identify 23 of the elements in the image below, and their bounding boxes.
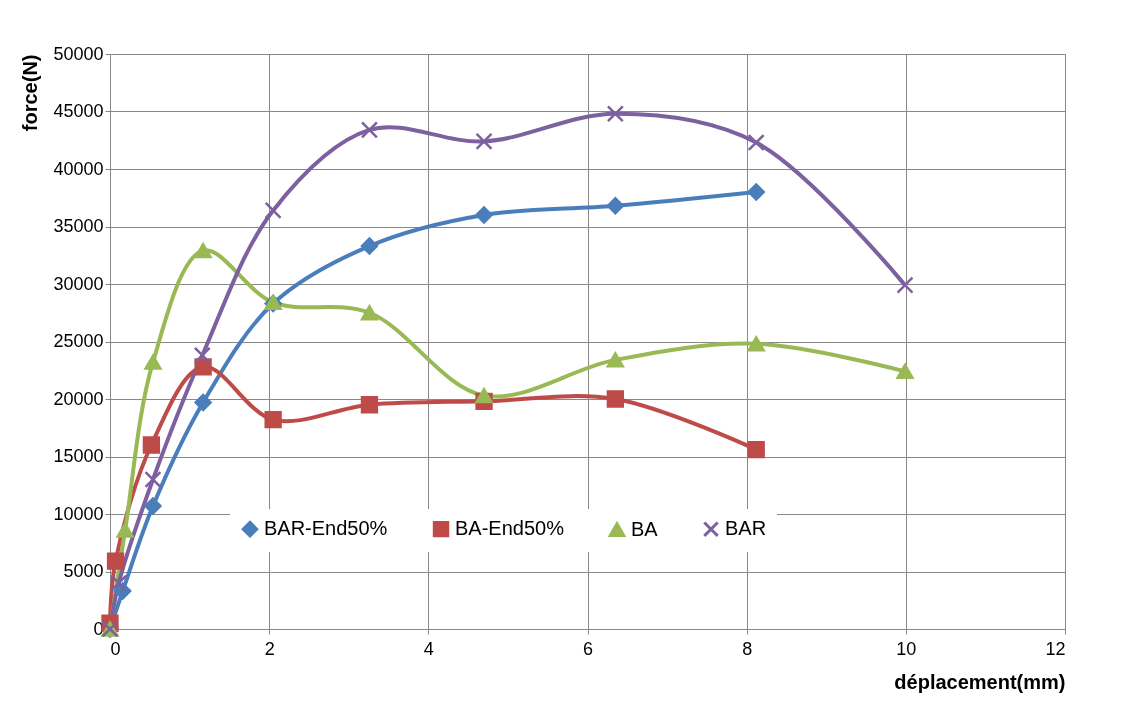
legend-label: BAR-End50%	[264, 517, 388, 540]
y-tick-label: 20000	[53, 388, 104, 409]
legend-label: BAR	[725, 517, 767, 540]
y-axis-title: force(N)	[19, 54, 42, 132]
x-tick-label: 8	[742, 638, 753, 659]
y-tick-label: 50000	[53, 43, 104, 64]
y-tick-label: 45000	[53, 101, 104, 121]
x-tick-label: 12	[1045, 638, 1066, 659]
y-tick-label: 25000	[53, 331, 104, 351]
y-tick-label: 35000	[53, 216, 104, 236]
y-tick-label: 40000	[53, 158, 104, 179]
y-tick-label: 30000	[53, 273, 104, 294]
legend-label: BA-End50%	[455, 517, 565, 540]
y-tick-label: 15000	[53, 446, 104, 466]
x-tick-label: 0	[110, 638, 121, 659]
y-tick-label: 10000	[53, 503, 104, 524]
legend-label: BA	[631, 517, 659, 540]
x-tick-label: 4	[423, 638, 434, 659]
x-axis-title: déplacement(mm)	[894, 670, 1066, 693]
x-tick-label: 10	[896, 638, 917, 659]
x-tick-label: 2	[264, 638, 275, 659]
x-tick-label: 6	[582, 638, 594, 659]
y-tick-label: 5000	[63, 561, 104, 581]
